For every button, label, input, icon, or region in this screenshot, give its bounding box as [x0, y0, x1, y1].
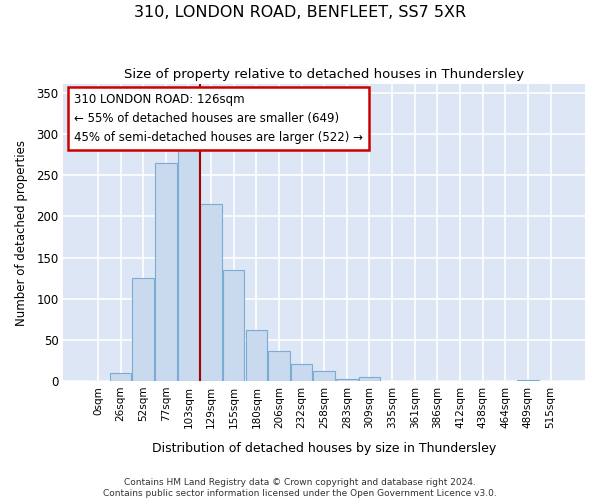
Bar — [245, 330, 267, 381]
Bar — [178, 146, 199, 381]
Bar — [336, 378, 358, 381]
Text: Contains HM Land Registry data © Crown copyright and database right 2024.
Contai: Contains HM Land Registry data © Crown c… — [103, 478, 497, 498]
Bar — [110, 373, 131, 381]
Bar — [291, 364, 313, 381]
Text: 310 LONDON ROAD: 126sqm
← 55% of detached houses are smaller (649)
45% of semi-d: 310 LONDON ROAD: 126sqm ← 55% of detache… — [74, 94, 363, 144]
Bar — [313, 371, 335, 381]
X-axis label: Distribution of detached houses by size in Thundersley: Distribution of detached houses by size … — [152, 442, 496, 455]
Y-axis label: Number of detached properties: Number of detached properties — [15, 140, 28, 326]
Text: 310, LONDON ROAD, BENFLEET, SS7 5XR: 310, LONDON ROAD, BENFLEET, SS7 5XR — [134, 5, 466, 20]
Bar — [268, 352, 290, 381]
Bar — [155, 162, 176, 381]
Bar — [359, 377, 380, 381]
Bar — [200, 204, 222, 381]
Bar — [133, 278, 154, 381]
Bar — [517, 380, 539, 381]
Title: Size of property relative to detached houses in Thundersley: Size of property relative to detached ho… — [124, 68, 524, 80]
Bar — [223, 270, 244, 381]
